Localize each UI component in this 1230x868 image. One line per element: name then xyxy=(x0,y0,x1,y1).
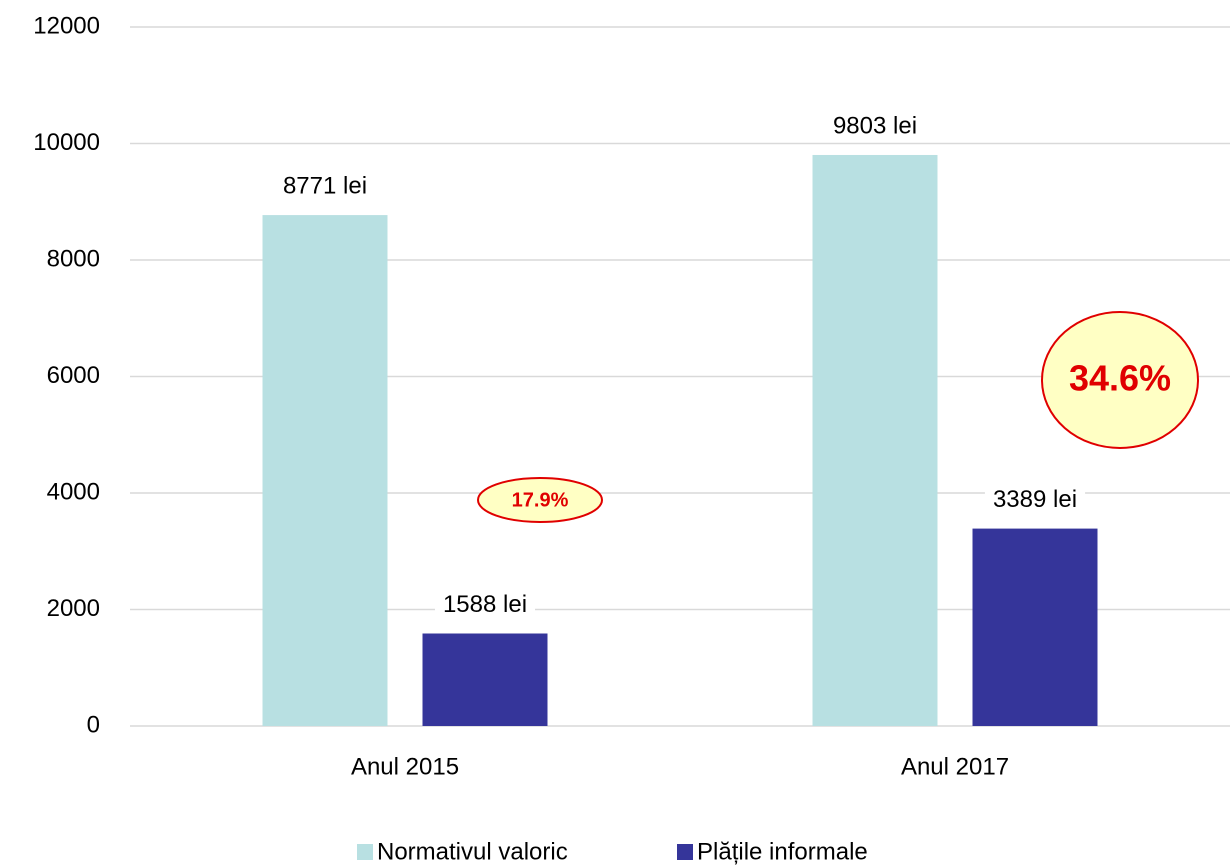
y-tick-label: 8000 xyxy=(47,245,100,272)
y-tick-label: 0 xyxy=(87,711,100,738)
bar xyxy=(812,154,938,727)
legend-swatch xyxy=(357,844,373,860)
y-tick-label: 4000 xyxy=(47,478,100,505)
x-tick-label: Anul 2015 xyxy=(351,753,459,780)
value-label: 8771 lei xyxy=(283,172,367,199)
label-background xyxy=(824,110,926,142)
legend-swatch xyxy=(677,844,693,860)
label-background xyxy=(434,588,536,620)
y-tick-label: 10000 xyxy=(33,129,100,156)
bar xyxy=(422,633,548,726)
annotation: 34.6% xyxy=(1069,358,1171,399)
value-label: 3389 lei xyxy=(993,486,1077,513)
bar xyxy=(972,528,1098,726)
value-label: 1588 lei xyxy=(443,591,527,618)
label-background xyxy=(274,170,376,202)
y-tick-label: 2000 xyxy=(47,595,100,622)
legend-label: Normativul valoric xyxy=(377,838,568,865)
annotation: 17.9% xyxy=(512,489,569,511)
annotation-bubble xyxy=(477,477,603,523)
legend-label: Plățile informale xyxy=(697,838,868,865)
x-tick-label: Anul 2017 xyxy=(901,753,1009,780)
value-label: 9803 lei xyxy=(833,112,917,139)
annotation-bubble xyxy=(1041,311,1199,449)
bar xyxy=(262,215,388,727)
y-tick-label: 6000 xyxy=(47,362,100,389)
y-tick-label: 12000 xyxy=(33,12,100,39)
label-background xyxy=(984,483,1086,515)
